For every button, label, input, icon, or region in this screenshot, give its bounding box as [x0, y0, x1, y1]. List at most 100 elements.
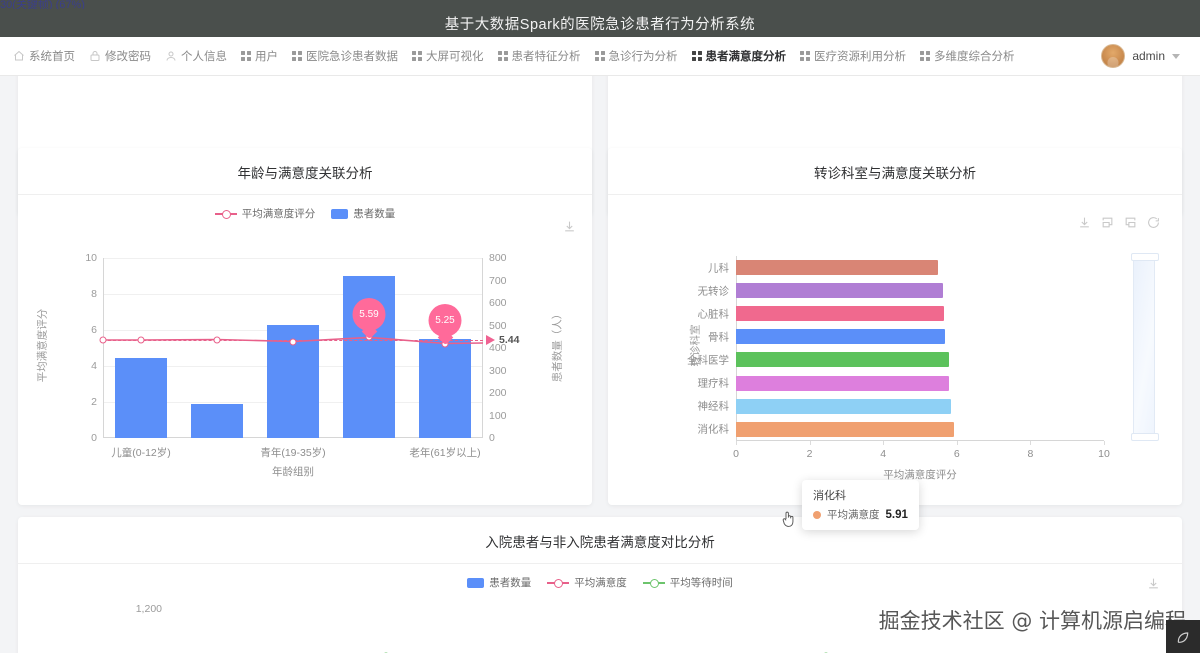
app-title-bar: 基于大数据Spark的医院急诊患者行为分析系统 [0, 9, 1200, 37]
dashboard-content: 未评价 低满意度(1-3分) 中等满意度(4-7分) 高满意度(8-10分) [0, 76, 1200, 653]
nav-label: 患者特征分析 [511, 51, 581, 63]
chart-title: 年龄与满意度关联分析 [18, 148, 592, 195]
x-tick-label: 8 [1027, 448, 1034, 460]
x-tick-label: 6 [953, 448, 960, 460]
y2-axis-title: 患者数量（人） [551, 308, 564, 383]
nav-item-home[interactable]: 系统首页 [6, 37, 82, 76]
legend-label: 平均满意度 [574, 577, 627, 589]
grid-icon [800, 51, 810, 61]
nav-label: 医疗资源利用分析 [814, 51, 906, 63]
legend-swatch-line [214, 209, 237, 219]
nav-item-profile[interactable]: 个人信息 [158, 37, 234, 76]
hbar-dept-3[interactable] [736, 329, 945, 345]
hbar-dept-4[interactable] [736, 352, 949, 368]
card-referral-dept: 转诊科室与满意度关联分析 [608, 148, 1182, 530]
nav-item-multidim-analysis[interactable]: 多维度综合分析 [913, 37, 1022, 76]
hbar-dept-2[interactable] [736, 306, 944, 322]
line-point[interactable] [289, 338, 297, 345]
y-tick-label: 神经科 [697, 400, 730, 413]
user-icon [165, 50, 177, 62]
y-tick-label: 儿科 [708, 262, 729, 274]
refresh-icon[interactable] [1147, 216, 1160, 229]
nav-label: 用户 [255, 51, 278, 63]
y-tick-label: 8 [91, 288, 97, 300]
line-point[interactable] [213, 336, 221, 343]
legend-item[interactable]: 平均满意度 [547, 575, 627, 590]
legend-item[interactable]: 平均满意度评分 [214, 206, 316, 221]
grid-icon [691, 51, 702, 61]
bar-age-0[interactable] [115, 358, 167, 438]
nav-item-resource-analysis[interactable]: 医疗资源利用分析 [793, 37, 913, 76]
nav-label: 大屏可视化 [426, 51, 484, 63]
line-point[interactable] [137, 336, 145, 344]
legend-label: 患者数量 [353, 208, 396, 220]
download-icon[interactable] [1078, 216, 1091, 229]
y-tick-label: 4 [91, 360, 97, 372]
y2-tick-label: 600 [489, 297, 507, 309]
grid-icon [292, 51, 302, 61]
data-zoom-icon[interactable] [1101, 216, 1114, 229]
y-tick-label: 消化科 [697, 423, 730, 436]
main-navigation: 系统首页 修改密码 个人信息 用户 医院急诊患者数据 大屏可视化 患者特征分析 … [0, 37, 1200, 76]
grid-icon [241, 51, 251, 61]
zoom-slider-handle-bottom[interactable] [1131, 433, 1159, 441]
mouse-cursor-icon [780, 510, 796, 528]
y2-tick-label: 200 [489, 387, 507, 399]
nav-item-users[interactable]: 用户 [234, 37, 285, 76]
nav-item-satisfaction-analysis[interactable]: 患者满意度分析 [685, 37, 794, 76]
nav-label: 急诊行为分析 [608, 51, 678, 63]
y-tick-label: 2 [91, 396, 97, 408]
legend-item[interactable]: 平均等待时间 [642, 575, 733, 590]
zoom-slider-handle-top[interactable] [1131, 253, 1159, 261]
card-age-satisfaction: 年龄与满意度关联分析 平均满意度评分 患者数量 [18, 148, 592, 505]
nav-item-change-password[interactable]: 修改密码 [82, 37, 158, 76]
leaf-icon [1177, 631, 1189, 643]
bar-age-4[interactable] [419, 339, 471, 438]
y-axis-title: 转诊科室 [689, 324, 702, 367]
dept-plot-area: 儿科 无转诊 心脏科 骨科 全科医学 理疗科 神经科 消化科 0 2 4 6 8… [687, 256, 1110, 481]
vertical-zoom-slider[interactable] [1131, 253, 1159, 441]
nav-item-emergency-data[interactable]: 医院急诊患者数据 [285, 37, 405, 76]
legend-label: 平均满意度评分 [241, 208, 316, 220]
hbar-dept-5[interactable] [736, 375, 950, 391]
home-icon [13, 50, 25, 62]
nav-item-behavior-analysis[interactable]: 急诊行为分析 [588, 37, 685, 76]
line-point[interactable] [99, 336, 107, 344]
legend-label: 患者数量 [489, 577, 532, 589]
y-tick-label: 6 [91, 324, 97, 336]
watermark-text: 掘金技术社区 @ 计算机源启编程 [878, 609, 1186, 633]
y-axis-title: 平均满意度评分 [36, 308, 49, 383]
tooltip-title: 消化科 [813, 490, 846, 502]
legend-item[interactable]: 患者数量 [331, 206, 395, 221]
tooltip-series-label: 平均满意度 [827, 509, 880, 521]
x-tick-label: 2 [806, 448, 813, 460]
hbar-dept-7[interactable] [736, 421, 954, 437]
nav-label: 修改密码 [105, 51, 151, 63]
avatar [1101, 44, 1126, 68]
x-tick-label: 青年(19-35岁) [260, 447, 326, 459]
y2-tick-label: 100 [489, 409, 507, 422]
y2-tick-label: 700 [489, 274, 507, 287]
nav-item-bigscreen[interactable]: 大屏可视化 [405, 37, 491, 76]
hbar-dept-1[interactable] [736, 283, 943, 299]
y2-tick-label: 0 [489, 432, 495, 444]
corner-badge [1166, 620, 1200, 653]
y-tick-label: 10 [85, 252, 97, 264]
grid-icon [920, 51, 930, 61]
dept-chart-toolbar [1078, 216, 1160, 229]
nav-item-patient-features[interactable]: 患者特征分析 [491, 37, 588, 76]
y2-tick-label: 800 [489, 252, 507, 264]
hbar-dept-6[interactable] [736, 398, 952, 414]
legend-item[interactable]: 患者数量 [467, 575, 531, 590]
series-color-dot [813, 510, 821, 519]
user-menu[interactable]: admin [1091, 37, 1194, 76]
bar-age-1[interactable] [191, 404, 243, 438]
download-icon[interactable] [1147, 577, 1160, 590]
download-icon[interactable] [563, 220, 576, 233]
restore-zoom-icon[interactable] [1124, 216, 1137, 229]
age-plot-area: 10 8 6 4 2 0 800 700 600 500 400 300 200… [85, 252, 519, 478]
grid-icon [594, 51, 605, 61]
hbar-dept-0[interactable] [736, 260, 938, 275]
y-tick-label: 理疗科 [697, 377, 730, 390]
screen-recorder-strip: 30(关键帧) (67%) [0, 0, 1200, 9]
